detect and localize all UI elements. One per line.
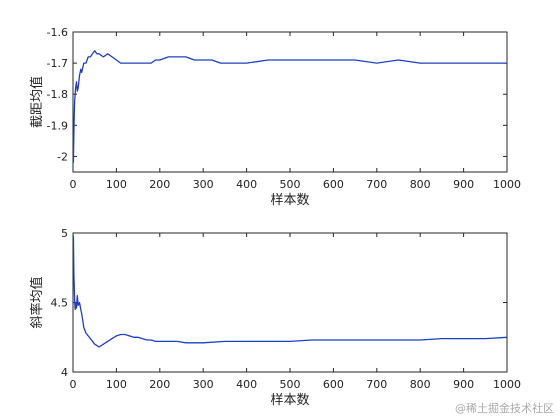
y-axis-label: 斜率均值 <box>29 276 45 328</box>
y-tick-label: -1.8 <box>47 88 68 101</box>
x-tick-label: 100 <box>106 378 127 391</box>
x-tick-label: 200 <box>149 378 170 391</box>
x-tick-label: 1000 <box>493 178 521 191</box>
axes-frame <box>72 31 508 173</box>
x-tick-label: 800 <box>410 378 431 391</box>
y-tick-label: -1.6 <box>47 26 68 39</box>
y-tick-label: -1.9 <box>47 119 68 132</box>
y-axis-label: 截距均值 <box>29 76 45 128</box>
x-axis-label: 样本数 <box>270 193 309 208</box>
series-line <box>72 235 508 348</box>
x-tick-label: 300 <box>193 178 214 191</box>
x-tick-label: 400 <box>236 378 257 391</box>
watermark: @稀土掘金技术社区 <box>455 402 554 415</box>
x-tick-label: 900 <box>453 378 474 391</box>
y-tick-label: -2 <box>57 150 68 163</box>
slope-mean-plot: 0 100 200 300 400 500 600 700 800 900 1000 5 4.5 4 样本数… <box>29 227 521 408</box>
y-tick-label: -1.7 <box>47 57 68 70</box>
x-tick-label: 300 <box>193 378 214 391</box>
x-tick-label: 600 <box>323 178 344 191</box>
x-tick-label: 700 <box>366 178 387 191</box>
x-tick-label: 1000 <box>493 378 521 391</box>
axes-frame <box>72 232 508 373</box>
x-axis-label: 样本数 <box>270 393 309 408</box>
x-tick-label: 800 <box>410 178 431 191</box>
y-tick-label: 4 <box>61 366 68 379</box>
x-tick-label: 900 <box>453 178 474 191</box>
x-tick-label: 500 <box>280 178 301 191</box>
x-tick-label: 400 <box>236 178 257 191</box>
y-tick-label: 4.5 <box>51 297 69 310</box>
x-tick-label: 0 <box>70 378 77 391</box>
y-tick-label: 5 <box>61 227 68 240</box>
x-tick-label: 200 <box>149 178 170 191</box>
x-tick-label: 100 <box>106 178 127 191</box>
x-tick-label: 600 <box>323 378 344 391</box>
x-tick-label: 0 <box>70 178 77 191</box>
x-tick-label: 700 <box>366 378 387 391</box>
intercept-mean-plot: 0 100 200 300 400 500 600 700 800 900 1000 -1.6 -1.7… <box>29 26 521 208</box>
series-line <box>72 50 507 163</box>
x-tick-label: 500 <box>280 378 301 391</box>
